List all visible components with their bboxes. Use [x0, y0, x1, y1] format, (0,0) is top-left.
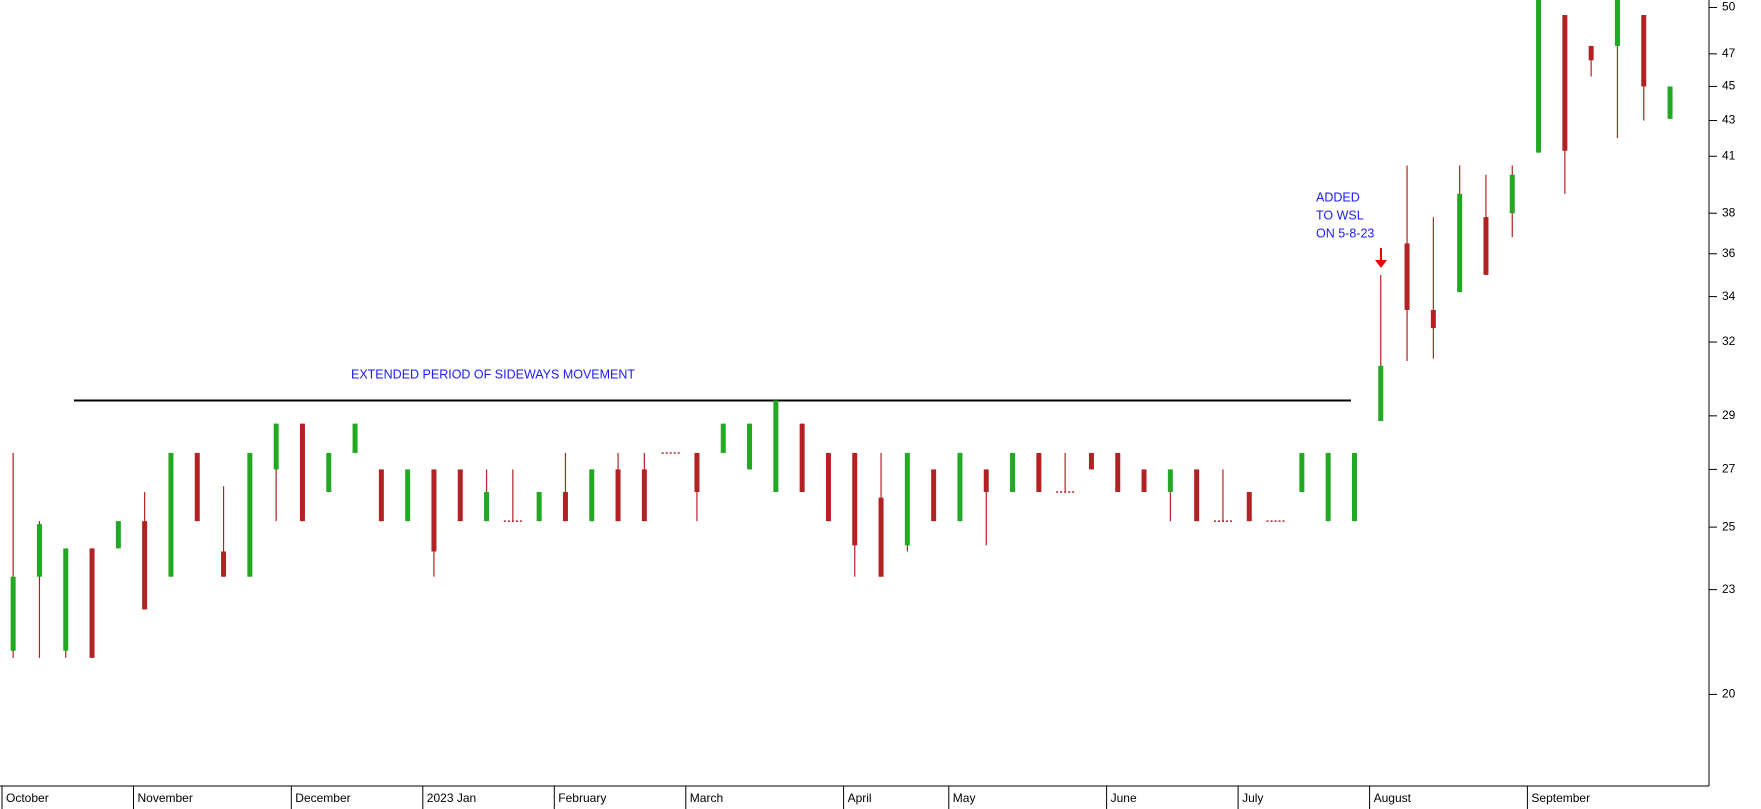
- candle-body: [1588, 45, 1594, 61]
- candle-body: [273, 423, 279, 470]
- candle-body: [1457, 193, 1463, 293]
- candle-body: [1246, 491, 1252, 522]
- candle-body: [168, 452, 174, 577]
- candle-body: [405, 469, 411, 522]
- x-tick-label: April: [848, 791, 872, 805]
- candle-body: [904, 452, 910, 546]
- x-tick-label: October: [6, 791, 49, 805]
- y-tick-label: 41: [1722, 148, 1736, 162]
- candle-body: [1509, 174, 1515, 214]
- candle-body: [89, 548, 95, 658]
- candle-body: [352, 423, 358, 453]
- candle-body: [931, 469, 937, 522]
- candle-body: [484, 491, 490, 522]
- candle-body: [1010, 452, 1016, 492]
- y-tick-label: 50: [1722, 0, 1736, 14]
- candle-body: [1536, 0, 1542, 153]
- x-tick-label: March: [690, 791, 723, 805]
- x-tick-label: February: [558, 791, 606, 805]
- candle-body: [589, 469, 595, 522]
- candle-body: [1378, 365, 1384, 422]
- y-tick-label: 45: [1722, 79, 1736, 93]
- candle-body: [720, 423, 726, 453]
- y-tick-label: 20: [1722, 687, 1736, 701]
- candle-body: [1351, 452, 1357, 522]
- candle-body: [747, 423, 753, 470]
- candle-body: [1194, 469, 1200, 522]
- annotation: TO WSL: [1316, 208, 1364, 222]
- candle-body: [825, 452, 831, 522]
- x-tick-label: September: [1531, 791, 1590, 805]
- candle-body: [1299, 452, 1305, 492]
- candle-body: [1325, 452, 1331, 522]
- candle-body: [1088, 452, 1094, 470]
- candle-body: [378, 469, 384, 522]
- candle-body: [247, 452, 253, 577]
- y-tick-label: 23: [1722, 582, 1736, 596]
- x-tick-label: November: [138, 791, 193, 805]
- candle-body: [1430, 309, 1436, 329]
- candle-body: [957, 452, 963, 522]
- x-tick-label: August: [1374, 791, 1412, 805]
- candle-body: [221, 551, 227, 577]
- candle-body: [773, 400, 779, 492]
- y-tick-label: 34: [1722, 289, 1736, 303]
- y-tick-label: 32: [1722, 334, 1736, 348]
- candle-body: [63, 548, 69, 651]
- candle-body: [1614, 0, 1620, 46]
- candle-body: [299, 423, 305, 522]
- candle-body: [194, 452, 200, 522]
- candle-body: [1641, 14, 1647, 87]
- candle-body: [1667, 86, 1673, 119]
- candle-body: [1115, 452, 1121, 492]
- candle-body: [1483, 217, 1489, 275]
- candle-body: [641, 469, 647, 522]
- candle-body: [852, 452, 858, 546]
- candle-body: [1404, 243, 1410, 310]
- annotation: EXTENDED PERIOD OF SIDEWAYS MOVEMENT: [351, 367, 635, 381]
- x-tick-label: December: [295, 791, 350, 805]
- candle-body: [1036, 452, 1042, 492]
- candle-body: [1562, 14, 1568, 151]
- candle-body: [457, 469, 463, 522]
- candle-body: [983, 469, 989, 492]
- candle-body: [36, 524, 42, 577]
- x-tick-label: 2023 Jan: [427, 791, 476, 805]
- candle-body: [562, 491, 568, 522]
- annotation: ON 5-8-23: [1316, 226, 1374, 240]
- x-tick-label: June: [1111, 791, 1137, 805]
- candle-body: [799, 423, 805, 492]
- candle-body: [142, 521, 148, 610]
- candle-body: [878, 497, 884, 577]
- candle-body: [431, 469, 437, 552]
- y-tick-label: 43: [1722, 113, 1736, 127]
- y-tick-label: 25: [1722, 519, 1736, 533]
- y-tick-label: 47: [1722, 46, 1736, 60]
- x-tick-label: July: [1242, 791, 1263, 805]
- candle-body: [615, 469, 621, 522]
- candle-body: [536, 491, 542, 522]
- arrow: [1375, 248, 1387, 268]
- x-tick-label: May: [953, 791, 976, 805]
- y-tick-label: 27: [1722, 462, 1736, 476]
- candle-body: [115, 521, 121, 549]
- candle-body: [1167, 469, 1173, 492]
- candle-body: [694, 452, 700, 492]
- y-tick-label: 36: [1722, 246, 1736, 260]
- annotation: ADDED: [1316, 190, 1360, 204]
- candle-body: [10, 576, 16, 651]
- y-tick-label: 29: [1722, 408, 1736, 422]
- y-tick-label: 38: [1722, 205, 1736, 219]
- candle-body: [326, 452, 332, 492]
- candle-body: [1141, 469, 1147, 492]
